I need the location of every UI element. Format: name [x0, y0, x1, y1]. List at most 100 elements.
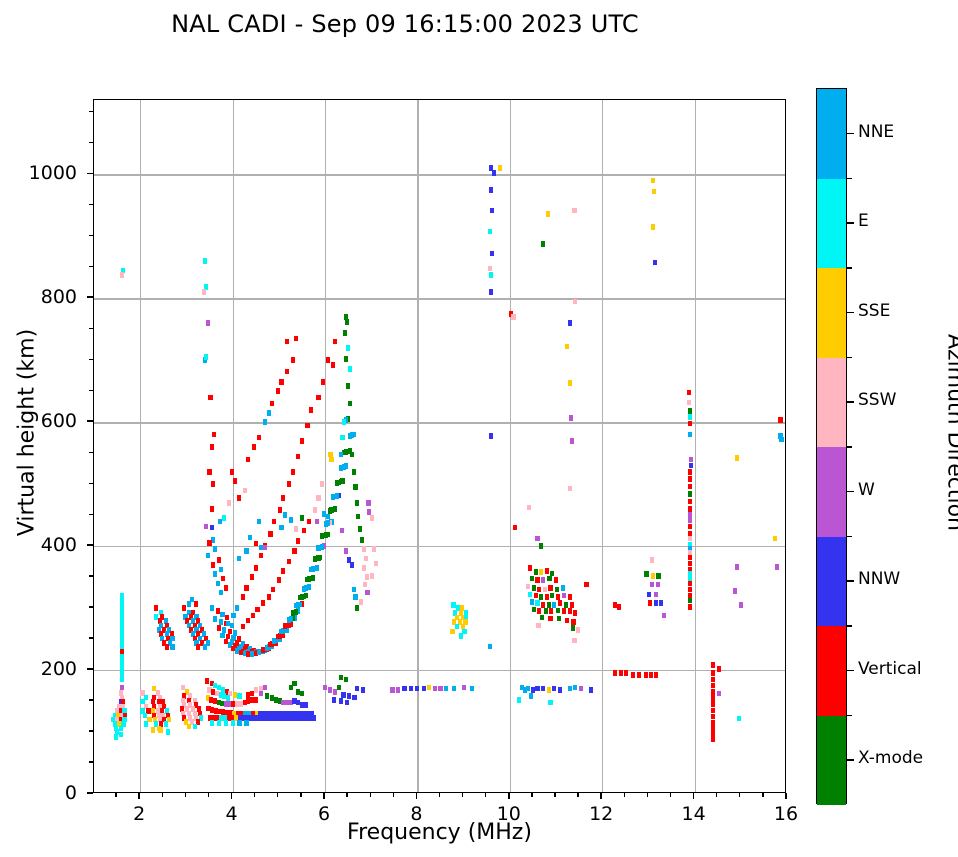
colorbar-segment-w[interactable]	[817, 447, 846, 537]
echo-point	[212, 546, 218, 552]
echo-point	[229, 639, 234, 645]
echo-point	[225, 620, 231, 627]
x-minor-tick	[438, 793, 441, 797]
echo-point	[528, 591, 533, 598]
echo-point	[648, 600, 653, 606]
y-minor-tick	[89, 141, 93, 144]
echo-point	[119, 671, 124, 677]
echo-point	[540, 602, 546, 608]
colorbar-tick-label: SSE	[858, 300, 891, 321]
colorbar-segment-e[interactable]	[817, 178, 846, 268]
echo-point	[192, 710, 197, 717]
echo-point	[687, 586, 693, 593]
echo-point	[546, 687, 551, 693]
echo-point	[237, 714, 243, 721]
echo-point	[347, 433, 353, 439]
echo-point	[196, 631, 201, 637]
echo-point	[543, 608, 548, 614]
colorbar-segment-sse[interactable]	[817, 268, 846, 358]
echo-point	[210, 524, 215, 531]
colorbar-boundary-tick	[847, 446, 852, 448]
echo-point	[630, 672, 635, 678]
echo-point	[208, 394, 213, 401]
echo-point	[687, 517, 693, 523]
echo-point	[576, 627, 581, 633]
echo-point	[711, 676, 716, 683]
echo-point	[687, 597, 693, 604]
colorbar-segment-nnw[interactable]	[817, 536, 846, 626]
echo-point	[203, 354, 208, 360]
echo-point	[270, 695, 275, 701]
echo-point	[237, 719, 242, 726]
echo-point	[266, 594, 271, 600]
echo-point	[244, 585, 249, 592]
echo-point	[185, 706, 190, 712]
echo-point	[246, 617, 251, 624]
echo-point	[373, 560, 378, 567]
echo-point	[572, 207, 577, 214]
echo-point	[320, 533, 325, 539]
echo-point	[346, 693, 352, 699]
echo-point	[232, 692, 237, 698]
x-tick-label: 10	[496, 803, 521, 825]
colorbar-segment-nne[interactable]	[817, 89, 846, 179]
y-minor-tick	[89, 451, 93, 453]
echo-point	[508, 310, 513, 317]
echo-point	[687, 483, 693, 490]
echo-point	[363, 555, 368, 562]
echo-point	[539, 594, 544, 600]
colorbar-tick	[847, 490, 854, 493]
echo-point	[220, 632, 225, 639]
echo-point	[309, 407, 314, 413]
echo-point	[548, 699, 553, 706]
echo-point	[163, 618, 168, 624]
echo-point	[327, 687, 332, 693]
echo-point	[215, 580, 220, 587]
echo-point	[438, 685, 443, 692]
azimuth-colorbar[interactable]	[816, 88, 847, 805]
echo-point	[554, 586, 559, 593]
echo-point	[160, 635, 165, 642]
echo-point	[688, 462, 693, 469]
echo-point	[329, 456, 334, 463]
echo-point	[358, 599, 364, 605]
echo-point	[244, 548, 249, 554]
echo-point	[311, 714, 316, 721]
colorbar-segment-vertical[interactable]	[817, 626, 846, 716]
gridline-vertical	[140, 100, 142, 792]
echo-point	[285, 368, 290, 375]
echo-point	[557, 600, 562, 606]
echo-point	[180, 697, 185, 704]
y-minor-tick	[89, 358, 93, 360]
echo-point	[296, 688, 301, 695]
gridline-vertical	[325, 100, 327, 792]
x-tick-mark	[508, 793, 510, 799]
colorbar-tick-label: X-mode	[858, 748, 924, 769]
x-tick-label: 12	[589, 803, 614, 825]
echo-point	[271, 714, 276, 721]
echo-point	[221, 687, 226, 693]
colorbar-segment-ssw[interactable]	[817, 357, 846, 447]
echo-point	[239, 710, 244, 717]
echo-point	[212, 616, 218, 623]
x-minor-tick	[716, 793, 718, 797]
echo-point	[490, 207, 495, 214]
echo-point	[226, 499, 231, 506]
echo-point	[249, 714, 254, 721]
echo-point	[122, 708, 127, 714]
echo-point	[432, 685, 438, 692]
x-tick-label: 6	[317, 803, 331, 825]
colorbar-segment-x-mode[interactable]	[817, 715, 846, 805]
echo-point	[213, 708, 219, 714]
echo-point	[211, 537, 216, 543]
echo-point	[290, 610, 295, 616]
echo-point	[624, 670, 629, 676]
echo-point	[151, 685, 157, 692]
echo-point	[452, 618, 457, 625]
echo-point	[115, 716, 120, 723]
echo-point	[555, 607, 560, 614]
echo-point	[112, 721, 117, 727]
echo-point	[547, 575, 552, 582]
echo-point	[233, 630, 238, 636]
echo-point	[160, 613, 165, 620]
